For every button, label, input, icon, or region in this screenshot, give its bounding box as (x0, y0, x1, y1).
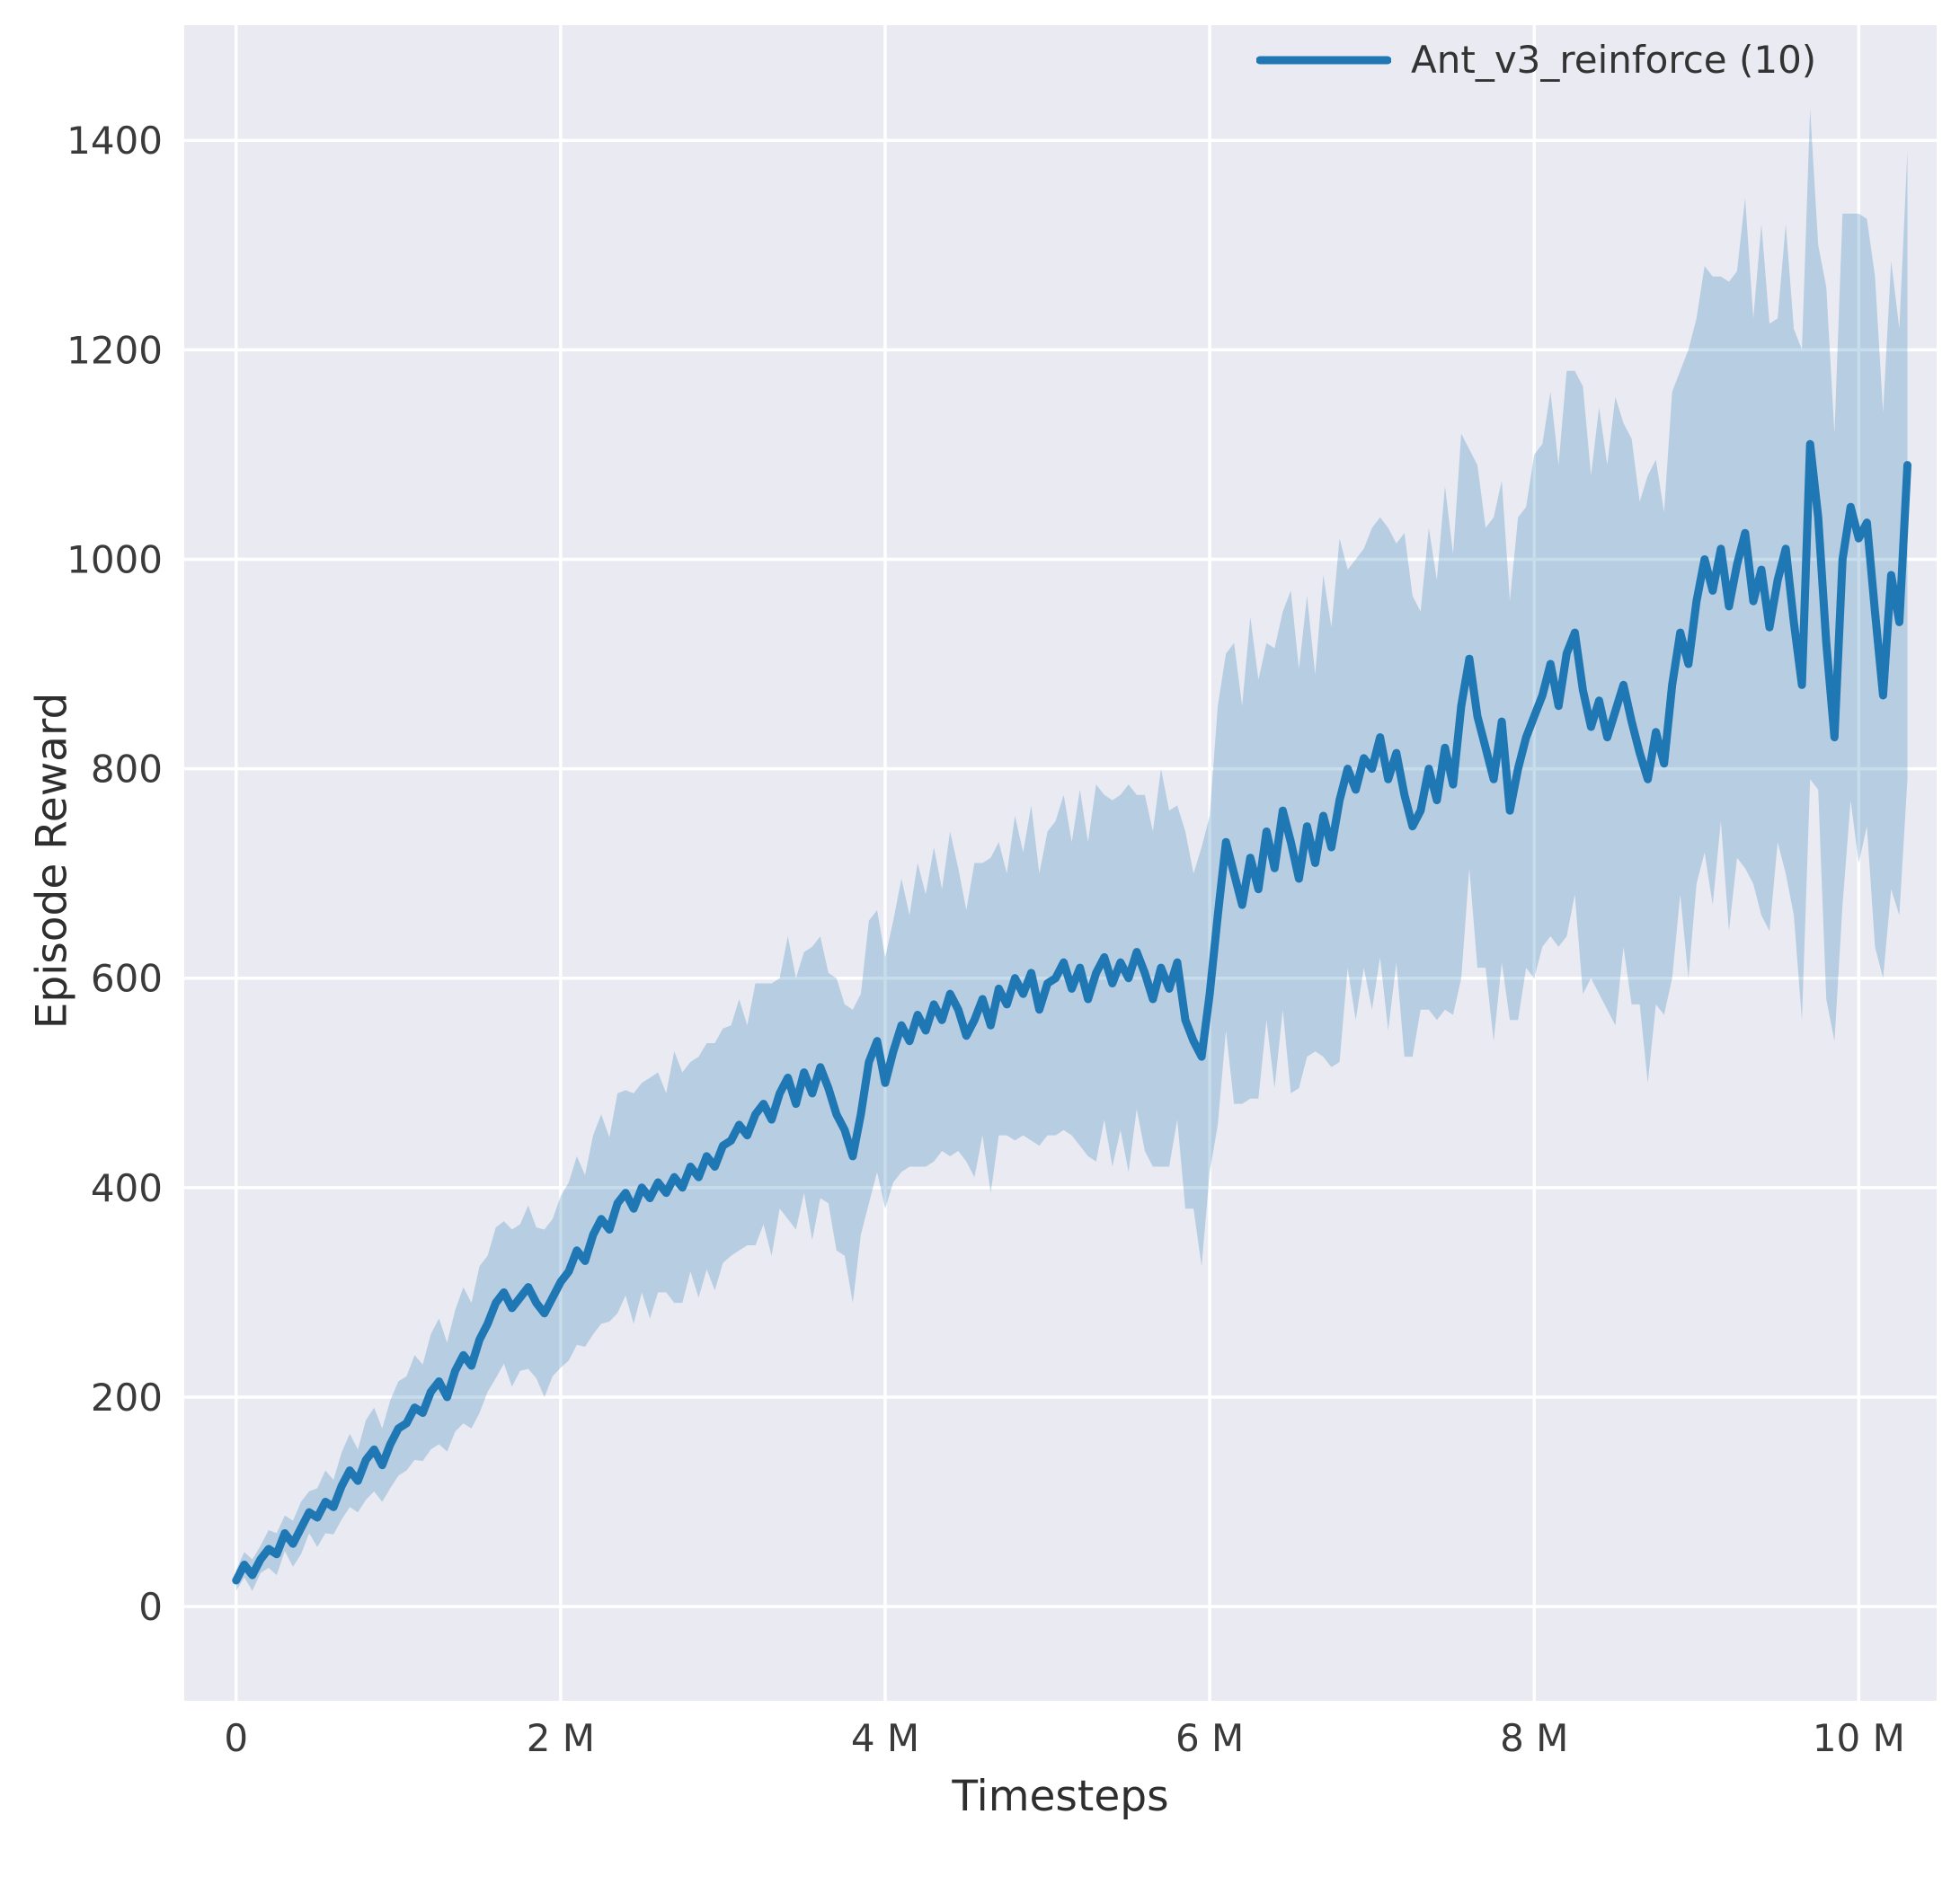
x-tick-label: 8 M (1500, 1716, 1568, 1760)
y-tick-label: 1200 (67, 328, 163, 372)
x-tick-label: 4 M (851, 1716, 919, 1760)
y-tick-label: 800 (91, 748, 163, 792)
legend-line-sample (1256, 56, 1391, 64)
y-tick-label: 1000 (67, 537, 163, 581)
y-tick-label: 600 (91, 957, 163, 1001)
x-axis-title: Timesteps (952, 1772, 1169, 1821)
y-tick-label: 0 (138, 1585, 163, 1629)
y-tick-label: 200 (91, 1376, 163, 1420)
x-tick-label: 0 (224, 1716, 248, 1760)
y-axis-title: Episode Reward (27, 692, 77, 1030)
legend: Ant_v3_reinforce (10) (1256, 38, 1816, 82)
confidence-band (235, 109, 1908, 1591)
x-tick-label: 6 M (1175, 1716, 1244, 1760)
y-tick-label: 400 (91, 1166, 163, 1210)
plot-area (184, 25, 1937, 1701)
mean-reward-line (232, 439, 1911, 1585)
x-tick-label: 10 M (1813, 1716, 1905, 1760)
legend-label: Ant_v3_reinforce (10) (1411, 38, 1817, 82)
x-tick-label: 2 M (527, 1716, 595, 1760)
y-tick-label: 1400 (67, 119, 163, 163)
